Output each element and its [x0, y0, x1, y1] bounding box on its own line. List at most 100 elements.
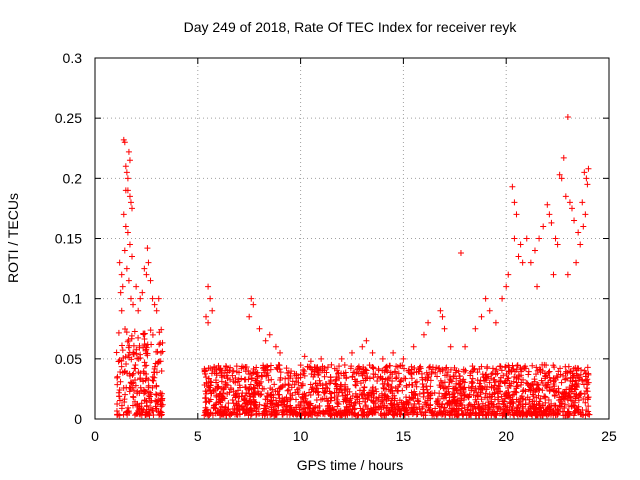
data-point [485, 410, 492, 417]
data-point [428, 368, 435, 375]
data-point [432, 369, 439, 376]
data-point [555, 389, 562, 396]
data-point [570, 390, 577, 397]
data-point [562, 401, 569, 408]
y-tick-label: 0.3 [63, 50, 83, 66]
data-point [118, 342, 125, 349]
data-point [502, 363, 509, 370]
data-point [461, 384, 468, 391]
data-point [236, 411, 243, 418]
data-point [488, 400, 495, 407]
data-point [122, 326, 129, 333]
data-point [151, 363, 158, 370]
data-point [406, 381, 413, 388]
data-point [258, 372, 265, 379]
data-point [429, 407, 436, 414]
data-point [442, 384, 449, 391]
data-point [115, 358, 122, 365]
data-point [349, 406, 356, 413]
data-point [134, 355, 141, 362]
data-point [146, 409, 153, 416]
data-point [123, 329, 130, 336]
data-point [117, 289, 124, 296]
data-point [320, 408, 327, 415]
x-tick-label: 15 [396, 428, 412, 444]
data-point [557, 403, 564, 410]
data-point [284, 398, 291, 405]
data-point [513, 396, 520, 403]
data-point [457, 390, 464, 397]
data-point [468, 385, 475, 392]
data-point [545, 404, 552, 411]
data-point [491, 389, 498, 396]
data-point [361, 390, 368, 397]
data-point [229, 368, 236, 375]
data-point [510, 411, 517, 418]
y-tick-label: 0.1 [63, 291, 83, 307]
data-point [474, 377, 481, 384]
data-point [349, 349, 355, 356]
data-point [554, 241, 561, 248]
data-point [150, 412, 157, 419]
data-point [285, 386, 292, 393]
data-point [245, 385, 252, 392]
data-point [293, 412, 300, 419]
data-point [118, 357, 125, 364]
data-point [240, 396, 247, 403]
data-point [307, 381, 314, 388]
data-point [451, 373, 458, 380]
data-point [150, 377, 157, 384]
data-point [119, 347, 126, 354]
data-point [401, 365, 408, 372]
data-point [450, 394, 457, 401]
data-point [393, 363, 400, 370]
data-point [519, 388, 526, 395]
data-point [159, 397, 166, 404]
data-point [215, 384, 222, 391]
data-point [394, 401, 401, 408]
data-points [113, 113, 593, 419]
data-point [282, 375, 289, 382]
data-point [545, 379, 552, 386]
data-point [469, 368, 476, 375]
data-point [564, 395, 571, 402]
data-point [242, 383, 249, 390]
data-point [480, 412, 487, 419]
data-point [360, 387, 367, 394]
data-point [119, 283, 126, 290]
data-point [211, 363, 218, 370]
data-point [299, 381, 306, 388]
data-point [328, 394, 335, 401]
data-point [392, 375, 399, 382]
data-point [349, 393, 356, 400]
data-point [505, 389, 512, 396]
data-point [362, 377, 369, 384]
data-point [400, 355, 407, 362]
data-point [352, 412, 359, 419]
data-point [129, 205, 136, 212]
data-point [461, 379, 468, 386]
data-point [277, 349, 284, 356]
data-point [528, 411, 535, 418]
data-point [478, 386, 485, 393]
data-point [122, 187, 129, 194]
data-point [342, 412, 349, 419]
data-point [410, 395, 417, 402]
data-point [202, 388, 209, 395]
data-point [504, 404, 511, 411]
data-point [507, 400, 514, 407]
data-point [369, 384, 376, 391]
data-point [332, 377, 339, 384]
data-point [137, 295, 144, 302]
data-point [550, 271, 557, 278]
data-point [114, 381, 121, 388]
data-point [379, 400, 386, 407]
data-point [222, 362, 229, 369]
data-point [301, 372, 308, 379]
data-point [354, 366, 361, 373]
y-tick-label: 0.2 [63, 170, 83, 186]
data-point [538, 377, 545, 384]
data-point [248, 375, 255, 382]
data-point [441, 390, 448, 397]
data-point [277, 377, 284, 384]
